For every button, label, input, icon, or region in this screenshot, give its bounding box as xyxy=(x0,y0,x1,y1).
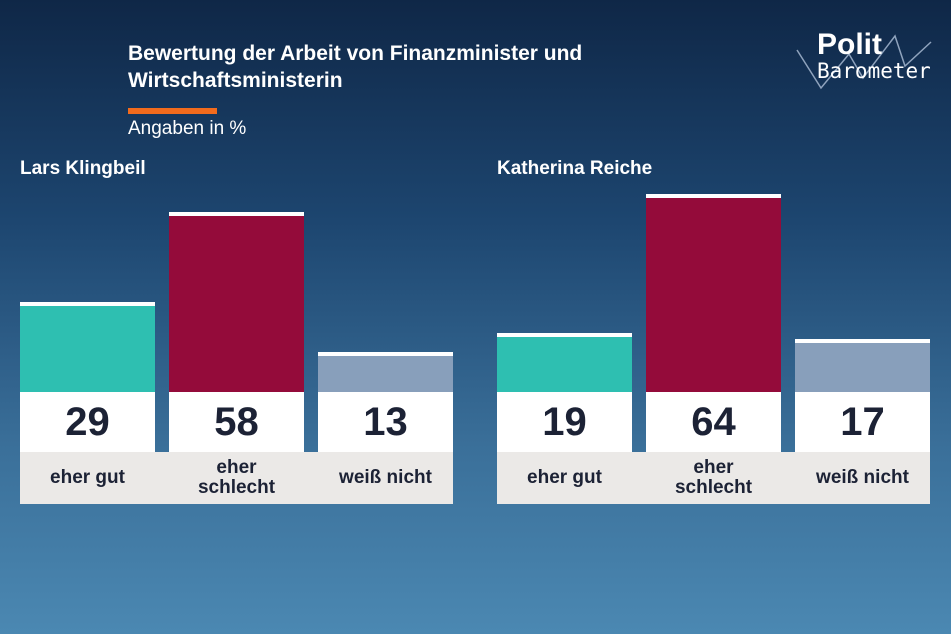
category-text: eher gut xyxy=(527,467,602,488)
accent-line xyxy=(128,108,217,114)
value-label: 19 xyxy=(497,392,632,452)
politbarometer-logo: Polit Barometer xyxy=(796,28,932,90)
bar-eher-schlecht xyxy=(169,212,304,392)
bar-eher-gut xyxy=(20,302,155,392)
bar-weiß-nicht xyxy=(795,339,930,392)
logo-text-polit: Polit xyxy=(817,28,882,61)
value-label: 64 xyxy=(646,392,781,452)
category-label: eher schlecht xyxy=(646,452,781,504)
chart-title: Bewertung der Arbeit von Finanzminister … xyxy=(128,42,583,92)
logo-text-barometer: Barometer xyxy=(817,59,931,83)
subtitle: Angaben in % xyxy=(128,118,247,139)
category-label: eher schlecht xyxy=(169,452,304,504)
value-label: 13 xyxy=(318,392,453,452)
value-label: 17 xyxy=(795,392,930,452)
chart-title-klingbeil: Lars Klingbeil xyxy=(20,158,146,179)
chart-title-reiche: Katherina Reiche xyxy=(497,158,653,179)
category-text: eher gut xyxy=(50,467,125,488)
value-label: 29 xyxy=(20,392,155,452)
label-band xyxy=(497,452,930,504)
bar-eher-gut xyxy=(497,333,632,392)
chart-klingbeil: 29 eher gut 58 eher schlecht 13 weiß nicht xyxy=(20,150,453,510)
chart-reiche: 19 eher gut 64 eher schlecht 17 weiß nicht xyxy=(497,150,930,510)
category-text: weiß nicht xyxy=(339,467,432,488)
bar-weiß-nicht xyxy=(318,351,453,392)
category-label: weiß nicht xyxy=(318,452,453,504)
label-band xyxy=(20,452,453,504)
category-text: eher schlecht xyxy=(674,457,753,498)
bar-eher-schlecht xyxy=(646,193,781,392)
value-label: 58 xyxy=(169,392,304,452)
category-label: weiß nicht xyxy=(795,452,930,504)
category-label: eher gut xyxy=(20,452,155,504)
category-text: weiß nicht xyxy=(816,467,909,488)
category-text: eher schlecht xyxy=(197,457,276,498)
category-label: eher gut xyxy=(497,452,632,504)
